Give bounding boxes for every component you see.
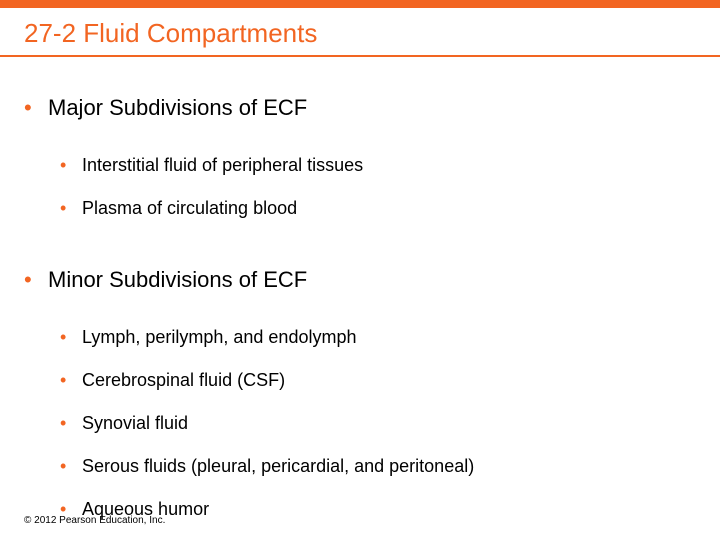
list-item-text: Lymph, perilymph, and endolymph — [82, 327, 356, 347]
section-heading-text: Major Subdivisions of ECF — [48, 95, 307, 120]
list-item-text: Cerebrospinal fluid (CSF) — [82, 370, 285, 390]
list-item: Synovial fluid — [78, 413, 700, 434]
slide: { "colors": { "accent": "#f26522", "text… — [0, 0, 720, 540]
section-heading: Minor Subdivisions of ECF Lymph, perilym… — [44, 267, 700, 520]
section-heading-text: Minor Subdivisions of ECF — [48, 267, 307, 292]
list-item: Serous fluids (pleural, pericardial, and… — [78, 456, 700, 477]
list-item-text: Plasma of circulating blood — [82, 198, 297, 218]
accent-top-bar — [0, 0, 720, 8]
bullet-list-level2: Lymph, perilymph, and endolymph Cerebros… — [48, 327, 700, 520]
bullet-list-level2: Interstitial fluid of peripheral tissues… — [48, 155, 700, 219]
section-heading: Major Subdivisions of ECF Interstitial f… — [44, 95, 700, 219]
list-item-text: Interstitial fluid of peripheral tissues — [82, 155, 363, 175]
list-item: Aqueous humor — [78, 499, 700, 520]
list-item: Plasma of circulating blood — [78, 198, 700, 219]
bullet-list-level1: Major Subdivisions of ECF Interstitial f… — [44, 95, 700, 520]
title-row: 27-2 Fluid Compartments — [0, 8, 720, 57]
list-item-text: Synovial fluid — [82, 413, 188, 433]
list-item: Lymph, perilymph, and endolymph — [78, 327, 700, 348]
copyright-text: © 2012 Pearson Education, Inc. — [24, 515, 165, 526]
slide-content: Major Subdivisions of ECF Interstitial f… — [0, 57, 720, 520]
list-item: Interstitial fluid of peripheral tissues — [78, 155, 700, 176]
list-item-text: Serous fluids (pleural, pericardial, and… — [82, 456, 474, 476]
slide-title: 27-2 Fluid Compartments — [24, 18, 720, 49]
list-item: Cerebrospinal fluid (CSF) — [78, 370, 700, 391]
